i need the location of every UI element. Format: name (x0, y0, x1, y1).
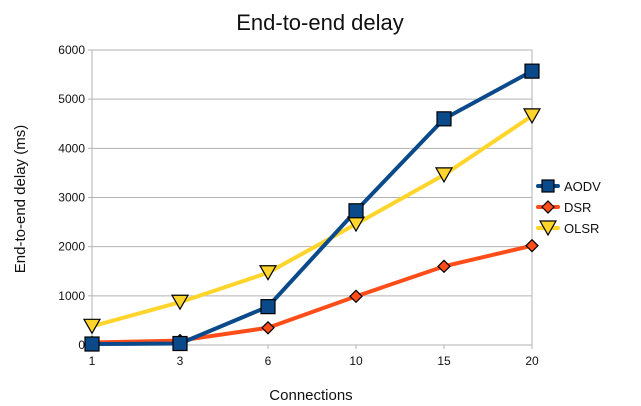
y-tick-label: 3000 (58, 191, 85, 205)
y-axis-title: End-to-end delay (ms) (12, 125, 29, 273)
data-point-dsr (261, 320, 275, 335)
series-line-olsr (90, 113, 534, 329)
legend-marker-olsr (538, 220, 558, 237)
data-point-dsr (349, 289, 363, 304)
x-tick-label: 10 (349, 354, 363, 368)
series-line-dsr (90, 243, 534, 345)
legend-label-olsr: OLSR (564, 221, 599, 236)
data-point-olsr (434, 167, 454, 184)
series-line-aodv (90, 69, 534, 347)
y-tick-label: 5000 (58, 92, 85, 106)
x-tick-label: 6 (265, 354, 272, 368)
x-axis-title: Connections (269, 387, 352, 404)
data-point-dsr (525, 238, 539, 253)
x-tick-label: 1 (89, 354, 96, 368)
y-tick-label: 4000 (58, 141, 85, 155)
legend: AODV DSR OLSR (536, 179, 601, 237)
data-point-aodv (260, 299, 276, 315)
data-point-dsr (437, 259, 451, 274)
data-point-aodv (436, 111, 452, 127)
data-point-aodv (84, 336, 100, 352)
y-tick-label: 1000 (58, 289, 85, 303)
data-point-aodv (524, 63, 540, 79)
legend-marker-dsr (541, 200, 555, 214)
data-point-olsr (522, 108, 542, 125)
legend-label-aodv: AODV (564, 179, 601, 194)
data-point-olsr (258, 265, 278, 281)
legend-label-dsr: DSR (564, 200, 591, 215)
x-tick-label: 3 (177, 354, 184, 368)
y-tick-label: 2000 (58, 240, 85, 254)
data-point-olsr (82, 318, 102, 335)
plot-area: 0 1000 2000 3000 4000 5000 6000 1 3 6 10 15 20 (58, 43, 542, 368)
x-tick-label: 15 (437, 354, 451, 368)
y-tick-label: 6000 (58, 43, 85, 57)
data-point-aodv (172, 335, 188, 352)
y-tick-label: 0 (78, 338, 85, 352)
x-tick-label: 20 (525, 354, 539, 368)
legend-marker-aodv (541, 179, 555, 193)
data-point-olsr (170, 294, 190, 311)
chart-title: End-to-end delay (236, 10, 404, 35)
data-point-aodv (348, 203, 364, 219)
plot-frame (91, 49, 533, 346)
